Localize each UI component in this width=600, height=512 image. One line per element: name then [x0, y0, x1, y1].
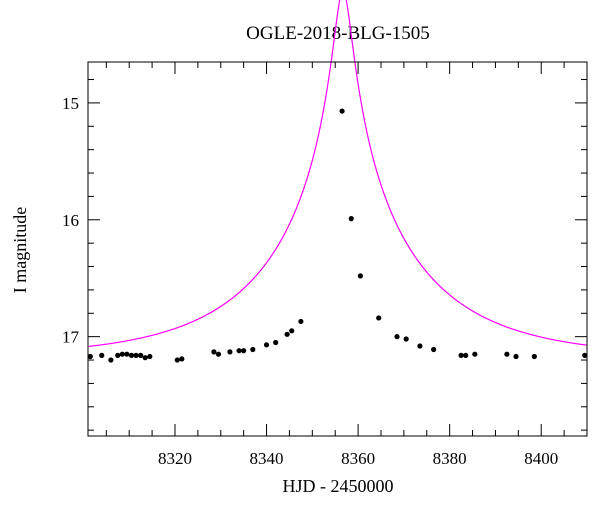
data-point	[463, 352, 469, 358]
chart-title: OGLE-2018-BLG-1505	[246, 23, 430, 44]
data-point	[357, 273, 363, 279]
data-point	[142, 355, 148, 361]
data-point	[417, 343, 423, 349]
x-axis-label: HJD - 2450000	[283, 476, 394, 496]
x-tick-label: 8360	[341, 449, 375, 468]
plot-area	[87, 0, 588, 363]
data-point	[284, 331, 290, 337]
data-point	[582, 352, 588, 358]
data-point	[513, 353, 519, 360]
data-point	[87, 353, 93, 360]
data-point	[504, 351, 510, 357]
data-point	[174, 357, 180, 363]
data-point	[99, 352, 105, 358]
data-point	[458, 352, 464, 358]
data-point	[263, 342, 270, 348]
y-tick-label: 17	[62, 328, 80, 347]
y-tick-label: 15	[62, 94, 79, 113]
data-point	[394, 334, 400, 340]
data-point	[133, 352, 139, 358]
y-axis-label: I magnitude	[10, 207, 30, 293]
model-curve	[87, 0, 588, 348]
data-points	[87, 108, 588, 363]
data-point	[147, 353, 153, 360]
data-point	[298, 318, 304, 325]
data-point	[431, 346, 437, 353]
data-point	[128, 352, 135, 358]
data-point	[376, 315, 382, 321]
x-tick-label: 8380	[433, 449, 467, 468]
data-point	[124, 351, 130, 357]
y-tick-label: 16	[62, 211, 79, 230]
data-point	[215, 351, 222, 357]
data-point	[339, 108, 345, 114]
plot-frame	[87, 61, 588, 437]
data-point	[241, 348, 247, 354]
data-point	[531, 353, 537, 360]
data-point	[179, 356, 185, 362]
data-point	[115, 352, 121, 358]
axis-ticks	[88, 62, 588, 436]
data-point	[250, 346, 256, 353]
data-point	[273, 339, 279, 346]
x-tick-label: 8340	[250, 449, 284, 468]
x-tick-label: 8320	[158, 449, 192, 468]
x-tick-label: 8400	[524, 449, 558, 468]
data-point	[403, 336, 409, 342]
tick-labels: 8320 8340 8360 8380 8400 15 16 17	[62, 94, 558, 468]
data-point	[472, 351, 478, 357]
data-point	[138, 352, 144, 358]
data-point	[236, 348, 242, 354]
data-point	[348, 216, 354, 222]
data-point	[108, 357, 114, 363]
data-point	[227, 349, 233, 355]
data-point	[289, 328, 295, 334]
data-point	[119, 351, 125, 357]
data-point	[211, 349, 217, 355]
